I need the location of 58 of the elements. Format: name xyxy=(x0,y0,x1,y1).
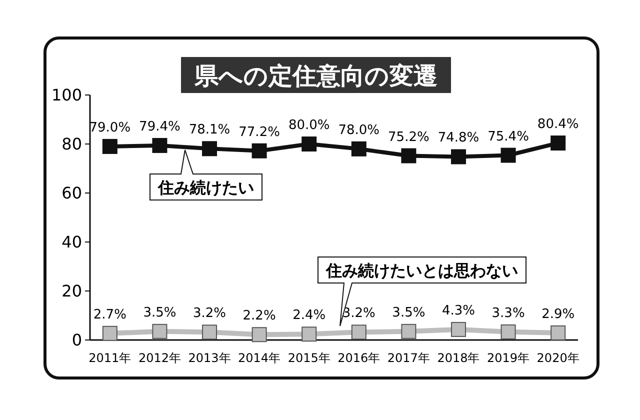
point xyxy=(450,149,466,164)
series-label: 住み続けたい xyxy=(157,178,254,197)
data-label: 3.2% xyxy=(192,306,226,322)
point xyxy=(401,324,416,339)
point xyxy=(252,143,267,158)
point xyxy=(302,136,317,152)
point xyxy=(102,138,118,154)
y-tick-label: 20 xyxy=(62,282,82,301)
x-tick-label: 2015年 xyxy=(288,351,330,365)
y-tick-label: 100 xyxy=(51,86,82,105)
x-tick-label: 2016年 xyxy=(338,351,380,365)
y-tick-label: 80 xyxy=(62,134,82,154)
data-label: 80.0% xyxy=(288,118,330,133)
x-tick-label: 2020年 xyxy=(536,351,580,365)
point xyxy=(202,324,218,340)
data-label: 3.3% xyxy=(492,306,525,321)
data-label: 80.4% xyxy=(537,117,579,132)
x-tick-label: 2018年 xyxy=(437,351,480,365)
point xyxy=(351,324,366,340)
data-label: 79.4% xyxy=(139,119,180,134)
data-label: 4.3% xyxy=(442,303,476,318)
data-label: 74.8% xyxy=(438,130,480,146)
point xyxy=(152,324,168,339)
data-label: 77.2% xyxy=(238,124,280,140)
point xyxy=(550,136,566,151)
data-label: 2.7% xyxy=(93,307,126,322)
x-tick-label: 2014年 xyxy=(238,351,281,365)
data-label: 3.2% xyxy=(342,306,376,322)
data-label: 78.1% xyxy=(188,122,230,138)
text: 住み続けたいとは思わない xyxy=(325,261,518,280)
point xyxy=(500,324,516,340)
point xyxy=(152,138,168,153)
point xyxy=(102,326,118,341)
y-tick-label: 60 xyxy=(62,184,82,203)
point xyxy=(401,148,416,164)
data-label: 3.5% xyxy=(143,305,176,320)
x-tick-label: 2013年 xyxy=(188,351,231,365)
point xyxy=(500,148,516,163)
x-tick-label: 2012年 xyxy=(138,351,181,365)
data-label: 2.4% xyxy=(292,308,326,324)
data-label: 3.5% xyxy=(392,305,426,320)
point xyxy=(450,322,466,337)
point xyxy=(550,325,566,340)
point xyxy=(351,141,366,156)
x-tick-label: 2017年 xyxy=(387,351,430,365)
data-label: 75.4% xyxy=(488,129,529,144)
point xyxy=(302,326,317,342)
data-label: 78.0% xyxy=(338,122,380,138)
chart-title: 県への定住意向の変遷 xyxy=(194,62,438,90)
y-tick-label: 0 xyxy=(72,330,82,350)
x-tick-label: 2019年 xyxy=(487,351,530,365)
x-tick-label: 2011年 xyxy=(88,351,132,365)
point xyxy=(252,327,267,342)
y-tick-label: 40 xyxy=(62,232,82,252)
data-label: 2.9% xyxy=(542,306,575,322)
data-label: 2.2% xyxy=(242,308,276,324)
data-label: 75.2% xyxy=(388,130,430,145)
point xyxy=(202,141,218,156)
